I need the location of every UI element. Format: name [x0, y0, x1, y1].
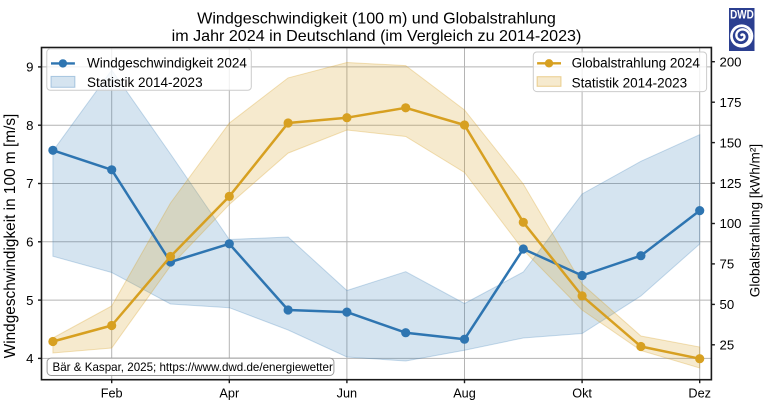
svg-text:100: 100 — [720, 216, 742, 231]
svg-text:im Jahr 2024 in Deutschland (i: im Jahr 2024 in Deutschland (im Vergleic… — [172, 27, 582, 45]
svg-text:Windgeschwindigkeit 2024: Windgeschwindigkeit 2024 — [87, 56, 247, 71]
svg-text:Okt: Okt — [572, 386, 592, 400]
svg-text:6: 6 — [26, 235, 33, 250]
svg-text:50: 50 — [720, 297, 735, 312]
svg-text:Globalstrahlung 2024: Globalstrahlung 2024 — [572, 56, 701, 71]
svg-text:Jun: Jun — [337, 386, 357, 400]
svg-text:Globalstrahlung [kWh/m²]: Globalstrahlung [kWh/m²] — [748, 144, 763, 297]
svg-text:Statistik 2014-2023: Statistik 2014-2023 — [87, 75, 203, 90]
svg-text:Windgeschwindigkeit (100 m) un: Windgeschwindigkeit (100 m) und Globalst… — [197, 10, 556, 28]
svg-text:Bär & Kaspar, 2025; https://ww: Bär & Kaspar, 2025; https://www.dwd.de/e… — [53, 361, 333, 374]
svg-text:25: 25 — [720, 338, 735, 353]
svg-text:5: 5 — [26, 293, 33, 308]
svg-text:DWD: DWD — [730, 8, 754, 21]
svg-text:175: 175 — [720, 95, 742, 110]
svg-text:Feb: Feb — [101, 386, 123, 400]
svg-text:Apr: Apr — [219, 386, 240, 400]
svg-text:75: 75 — [720, 257, 735, 272]
svg-text:7: 7 — [26, 176, 33, 191]
svg-text:4: 4 — [26, 351, 33, 366]
svg-text:Windgeschwindigkeit in 100 m [: Windgeschwindigkeit in 100 m [m/s] — [2, 114, 19, 359]
svg-text:125: 125 — [720, 176, 742, 191]
svg-text:Dez: Dez — [688, 386, 711, 400]
svg-text:200: 200 — [720, 54, 742, 69]
svg-text:Statistik 2014-2023: Statistik 2014-2023 — [572, 76, 688, 91]
svg-text:8: 8 — [26, 118, 33, 133]
svg-text:9: 9 — [26, 60, 33, 75]
svg-text:Aug: Aug — [453, 386, 476, 400]
svg-text:150: 150 — [720, 135, 742, 150]
